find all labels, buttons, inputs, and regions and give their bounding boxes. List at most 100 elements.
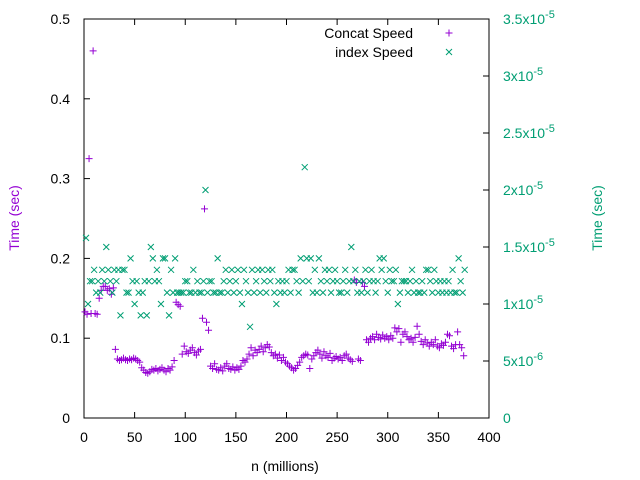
data-point bbox=[429, 341, 437, 349]
data-point bbox=[335, 289, 343, 296]
series-index-speed bbox=[82, 163, 469, 331]
data-point bbox=[420, 289, 428, 296]
data-point bbox=[351, 266, 359, 274]
data-point bbox=[236, 289, 244, 296]
data-point bbox=[202, 186, 209, 194]
data-point bbox=[155, 277, 163, 285]
data-point bbox=[347, 243, 355, 251]
data-point bbox=[360, 277, 367, 285]
data-point bbox=[301, 163, 309, 171]
data-point bbox=[198, 289, 205, 296]
series-concat-speed bbox=[81, 47, 468, 377]
data-point bbox=[178, 350, 186, 358]
data-point bbox=[218, 289, 226, 296]
data-point bbox=[259, 348, 267, 356]
data-point bbox=[455, 255, 462, 262]
data-point bbox=[339, 277, 347, 285]
legend-label-index-speed: index Speed bbox=[335, 44, 413, 60]
data-point bbox=[161, 255, 169, 262]
data-point bbox=[242, 277, 250, 285]
data-point bbox=[343, 289, 351, 296]
data-point bbox=[216, 289, 224, 296]
data-point bbox=[458, 344, 466, 352]
data-point bbox=[257, 342, 265, 350]
data-point bbox=[360, 282, 368, 290]
data-point bbox=[400, 277, 408, 285]
data-point bbox=[325, 266, 333, 274]
x-tick-label: 350 bbox=[427, 429, 451, 445]
data-point bbox=[243, 355, 251, 363]
data-point bbox=[386, 266, 394, 274]
data-point bbox=[358, 289, 365, 296]
data-point bbox=[454, 328, 462, 336]
data-point bbox=[450, 345, 458, 353]
data-point bbox=[388, 277, 396, 285]
data-point bbox=[404, 289, 412, 296]
data-point bbox=[106, 277, 114, 285]
data-point bbox=[396, 289, 404, 296]
left-y-tick-label: 0.1 bbox=[51, 330, 71, 346]
data-point bbox=[371, 336, 379, 344]
data-point bbox=[289, 266, 296, 274]
data-point bbox=[319, 289, 327, 296]
data-point bbox=[196, 345, 204, 353]
data-point bbox=[165, 312, 173, 319]
data-point bbox=[95, 294, 103, 302]
data-point bbox=[385, 336, 393, 344]
data-point bbox=[194, 277, 201, 285]
data-point bbox=[291, 266, 298, 274]
data-point bbox=[249, 352, 257, 360]
data-point bbox=[372, 289, 379, 296]
data-point bbox=[238, 300, 246, 308]
data-point bbox=[206, 277, 213, 285]
legend-marker-index-speed bbox=[445, 48, 453, 56]
left-y-axis-ticks: 0 0.1 0.2 0.3 0.4 0.5 bbox=[51, 11, 90, 426]
data-point bbox=[395, 325, 403, 333]
data-point bbox=[121, 266, 128, 274]
data-point bbox=[230, 289, 238, 296]
data-point bbox=[168, 363, 176, 371]
data-point bbox=[210, 289, 217, 296]
right-y-tick-exponent: -5 bbox=[533, 294, 543, 306]
right-y-tick-mantissa: 3x10 bbox=[503, 68, 534, 84]
right-y-tick-mantissa: 2.5x10 bbox=[503, 125, 545, 141]
data-point bbox=[445, 277, 452, 285]
data-point bbox=[200, 205, 208, 213]
data-point bbox=[82, 234, 90, 242]
data-point bbox=[349, 277, 357, 285]
x-tick-label: 200 bbox=[275, 429, 299, 445]
data-point bbox=[408, 266, 416, 274]
data-point bbox=[170, 357, 178, 365]
right-y-tick-exponent: -5 bbox=[545, 9, 555, 21]
data-point bbox=[394, 300, 402, 308]
data-point bbox=[189, 266, 197, 274]
right-y-tick-exponent: -5 bbox=[545, 123, 555, 135]
data-point bbox=[441, 338, 449, 346]
data-point bbox=[159, 255, 167, 262]
right-y-tick-mantissa: 5x10 bbox=[503, 353, 534, 369]
legend-marker-glyph bbox=[445, 48, 453, 56]
data-point bbox=[100, 277, 108, 285]
data-point bbox=[109, 284, 117, 292]
data-point bbox=[305, 277, 313, 285]
data-point bbox=[108, 289, 116, 296]
data-point bbox=[273, 300, 280, 308]
data-point bbox=[90, 266, 98, 274]
data-point bbox=[102, 243, 110, 251]
data-point bbox=[297, 255, 305, 262]
data-point bbox=[311, 266, 319, 274]
data-point bbox=[198, 314, 206, 322]
data-point bbox=[260, 277, 268, 285]
data-point bbox=[320, 348, 328, 356]
data-point bbox=[111, 345, 119, 353]
data-point bbox=[460, 352, 468, 360]
data-point bbox=[149, 255, 157, 262]
left-y-tick-label: 0.2 bbox=[51, 250, 71, 266]
plot-border bbox=[83, 18, 490, 419]
right-y-axis-label: Time (sec) bbox=[589, 185, 605, 251]
data-point bbox=[333, 277, 341, 285]
right-y-tick-label: 2.5x10-5 bbox=[503, 123, 555, 141]
data-point bbox=[323, 277, 331, 285]
data-point bbox=[246, 323, 254, 331]
data-point bbox=[364, 289, 371, 296]
